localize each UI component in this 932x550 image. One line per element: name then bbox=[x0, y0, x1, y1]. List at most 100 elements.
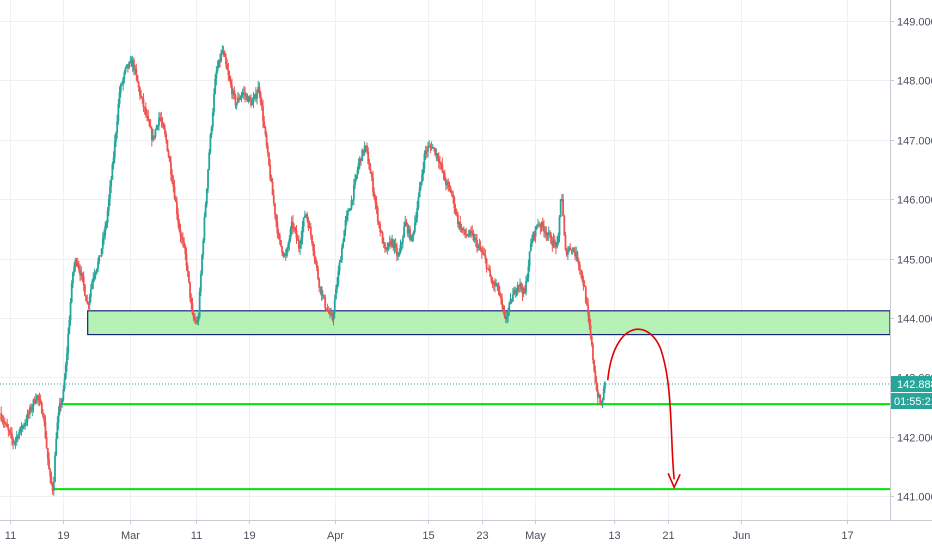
candle-body-up bbox=[211, 112, 214, 127]
candle-body-down bbox=[580, 269, 582, 273]
candle-body-up bbox=[245, 95, 248, 97]
candle-body-up bbox=[534, 226, 537, 237]
candle-body-down bbox=[11, 433, 13, 440]
candle-body-down bbox=[143, 107, 146, 109]
candle-body-down bbox=[482, 252, 484, 254]
candle-body-up bbox=[220, 53, 223, 62]
candle-body-down bbox=[140, 95, 142, 97]
candle-body-up bbox=[415, 217, 417, 223]
candle-body-up bbox=[356, 170, 359, 176]
candle-body-down bbox=[562, 199, 564, 217]
candle-body-down bbox=[488, 268, 490, 271]
candle-body-up bbox=[98, 255, 101, 262]
candle-body-up bbox=[300, 237, 303, 245]
candle-body-up bbox=[221, 50, 224, 54]
support-levels[interactable] bbox=[0, 383, 890, 491]
candle-body-down bbox=[272, 195, 275, 204]
candle-body-up bbox=[350, 200, 353, 209]
resistance-zone[interactable] bbox=[87, 310, 891, 336]
candle-body-down bbox=[182, 238, 184, 243]
candle-body-up bbox=[559, 199, 562, 217]
candle-body-down bbox=[498, 291, 501, 296]
candle-body-down bbox=[38, 399, 41, 401]
candle-body-up bbox=[388, 241, 391, 243]
candle-body-down bbox=[137, 82, 140, 88]
candle-body-up bbox=[105, 222, 108, 227]
time-axis[interactable]: 11 19 Mar 11 19 Apr 15 23 May 13 21 Jun 17 bbox=[5, 520, 854, 542]
candle-body-down bbox=[484, 255, 487, 259]
candle-body-down bbox=[168, 156, 171, 162]
candle-body-up bbox=[66, 353, 68, 365]
candle-body-down bbox=[455, 212, 458, 215]
candle-body-up bbox=[202, 240, 205, 255]
candle-body-down bbox=[87, 303, 90, 305]
candle-body-up bbox=[338, 262, 341, 272]
x-tick-label: 13 bbox=[608, 530, 620, 542]
candle-body-up bbox=[507, 309, 509, 317]
candle-body-down bbox=[315, 261, 318, 269]
candle-body-up bbox=[419, 181, 422, 188]
candle-body-down bbox=[500, 295, 502, 299]
candle-body-down bbox=[379, 224, 382, 233]
candle-body-up bbox=[404, 221, 407, 227]
candle-body-up bbox=[547, 232, 550, 235]
candle-body-up bbox=[401, 237, 404, 243]
candle-body-up bbox=[55, 438, 58, 456]
candle-body-down bbox=[242, 92, 245, 94]
candle-body-down bbox=[178, 222, 181, 231]
candle-body-up bbox=[424, 150, 427, 155]
candle-body-down bbox=[39, 399, 42, 403]
candle-body-down bbox=[312, 243, 315, 252]
candle-body-down bbox=[228, 74, 231, 81]
candle-body-up bbox=[598, 394, 600, 398]
candle-body-up bbox=[423, 154, 426, 169]
candle-body-up bbox=[125, 64, 128, 68]
projection-arrow[interactable] bbox=[606, 328, 681, 490]
candle-body-down bbox=[51, 483, 54, 491]
candle-body-down bbox=[7, 427, 10, 431]
candle-body-down bbox=[323, 295, 325, 298]
candle-body-up bbox=[344, 220, 347, 231]
candle-body-down bbox=[593, 360, 596, 371]
candle-body-down bbox=[563, 216, 566, 235]
candle-body-up bbox=[467, 235, 470, 237]
candle-body-down bbox=[551, 243, 554, 246]
candle-body-up bbox=[239, 97, 242, 100]
candle-body-down bbox=[543, 226, 545, 232]
candle-body-down bbox=[441, 164, 444, 172]
candle-body-down bbox=[248, 96, 251, 100]
candle-body-down bbox=[578, 264, 581, 270]
candle-body-up bbox=[492, 281, 495, 285]
candle-body-up bbox=[286, 248, 288, 257]
candle-body-down bbox=[583, 285, 586, 287]
candle-body-up bbox=[358, 158, 361, 163]
candle-body-up bbox=[546, 234, 549, 236]
candle-body-up bbox=[118, 92, 121, 104]
countdown-tag bbox=[891, 393, 932, 410]
candle-body-down bbox=[577, 260, 580, 265]
candle-body-up bbox=[56, 422, 59, 439]
candle-body-down bbox=[406, 224, 409, 234]
candle-body-down bbox=[189, 281, 191, 298]
candle-body-up bbox=[61, 399, 64, 405]
candle-body-up bbox=[129, 60, 132, 63]
candle-body-down bbox=[293, 227, 295, 229]
candle-body-down bbox=[369, 169, 372, 174]
candle-body-down bbox=[596, 389, 599, 398]
candle-body-up bbox=[302, 217, 305, 227]
candle-body-up bbox=[349, 208, 352, 211]
candle-body-up bbox=[103, 235, 105, 238]
candle-body-down bbox=[85, 295, 87, 302]
candle-body-up bbox=[70, 283, 73, 303]
candle-body-down bbox=[443, 173, 446, 182]
candle-body-down bbox=[425, 150, 428, 152]
candle-body-down bbox=[229, 80, 232, 85]
candle-body-down bbox=[174, 198, 177, 202]
candle-body-up bbox=[412, 231, 415, 236]
candle-body-up bbox=[207, 169, 209, 189]
candle-body-up bbox=[156, 125, 159, 127]
current-price-tag bbox=[891, 376, 932, 393]
candle-body-down bbox=[318, 278, 321, 288]
